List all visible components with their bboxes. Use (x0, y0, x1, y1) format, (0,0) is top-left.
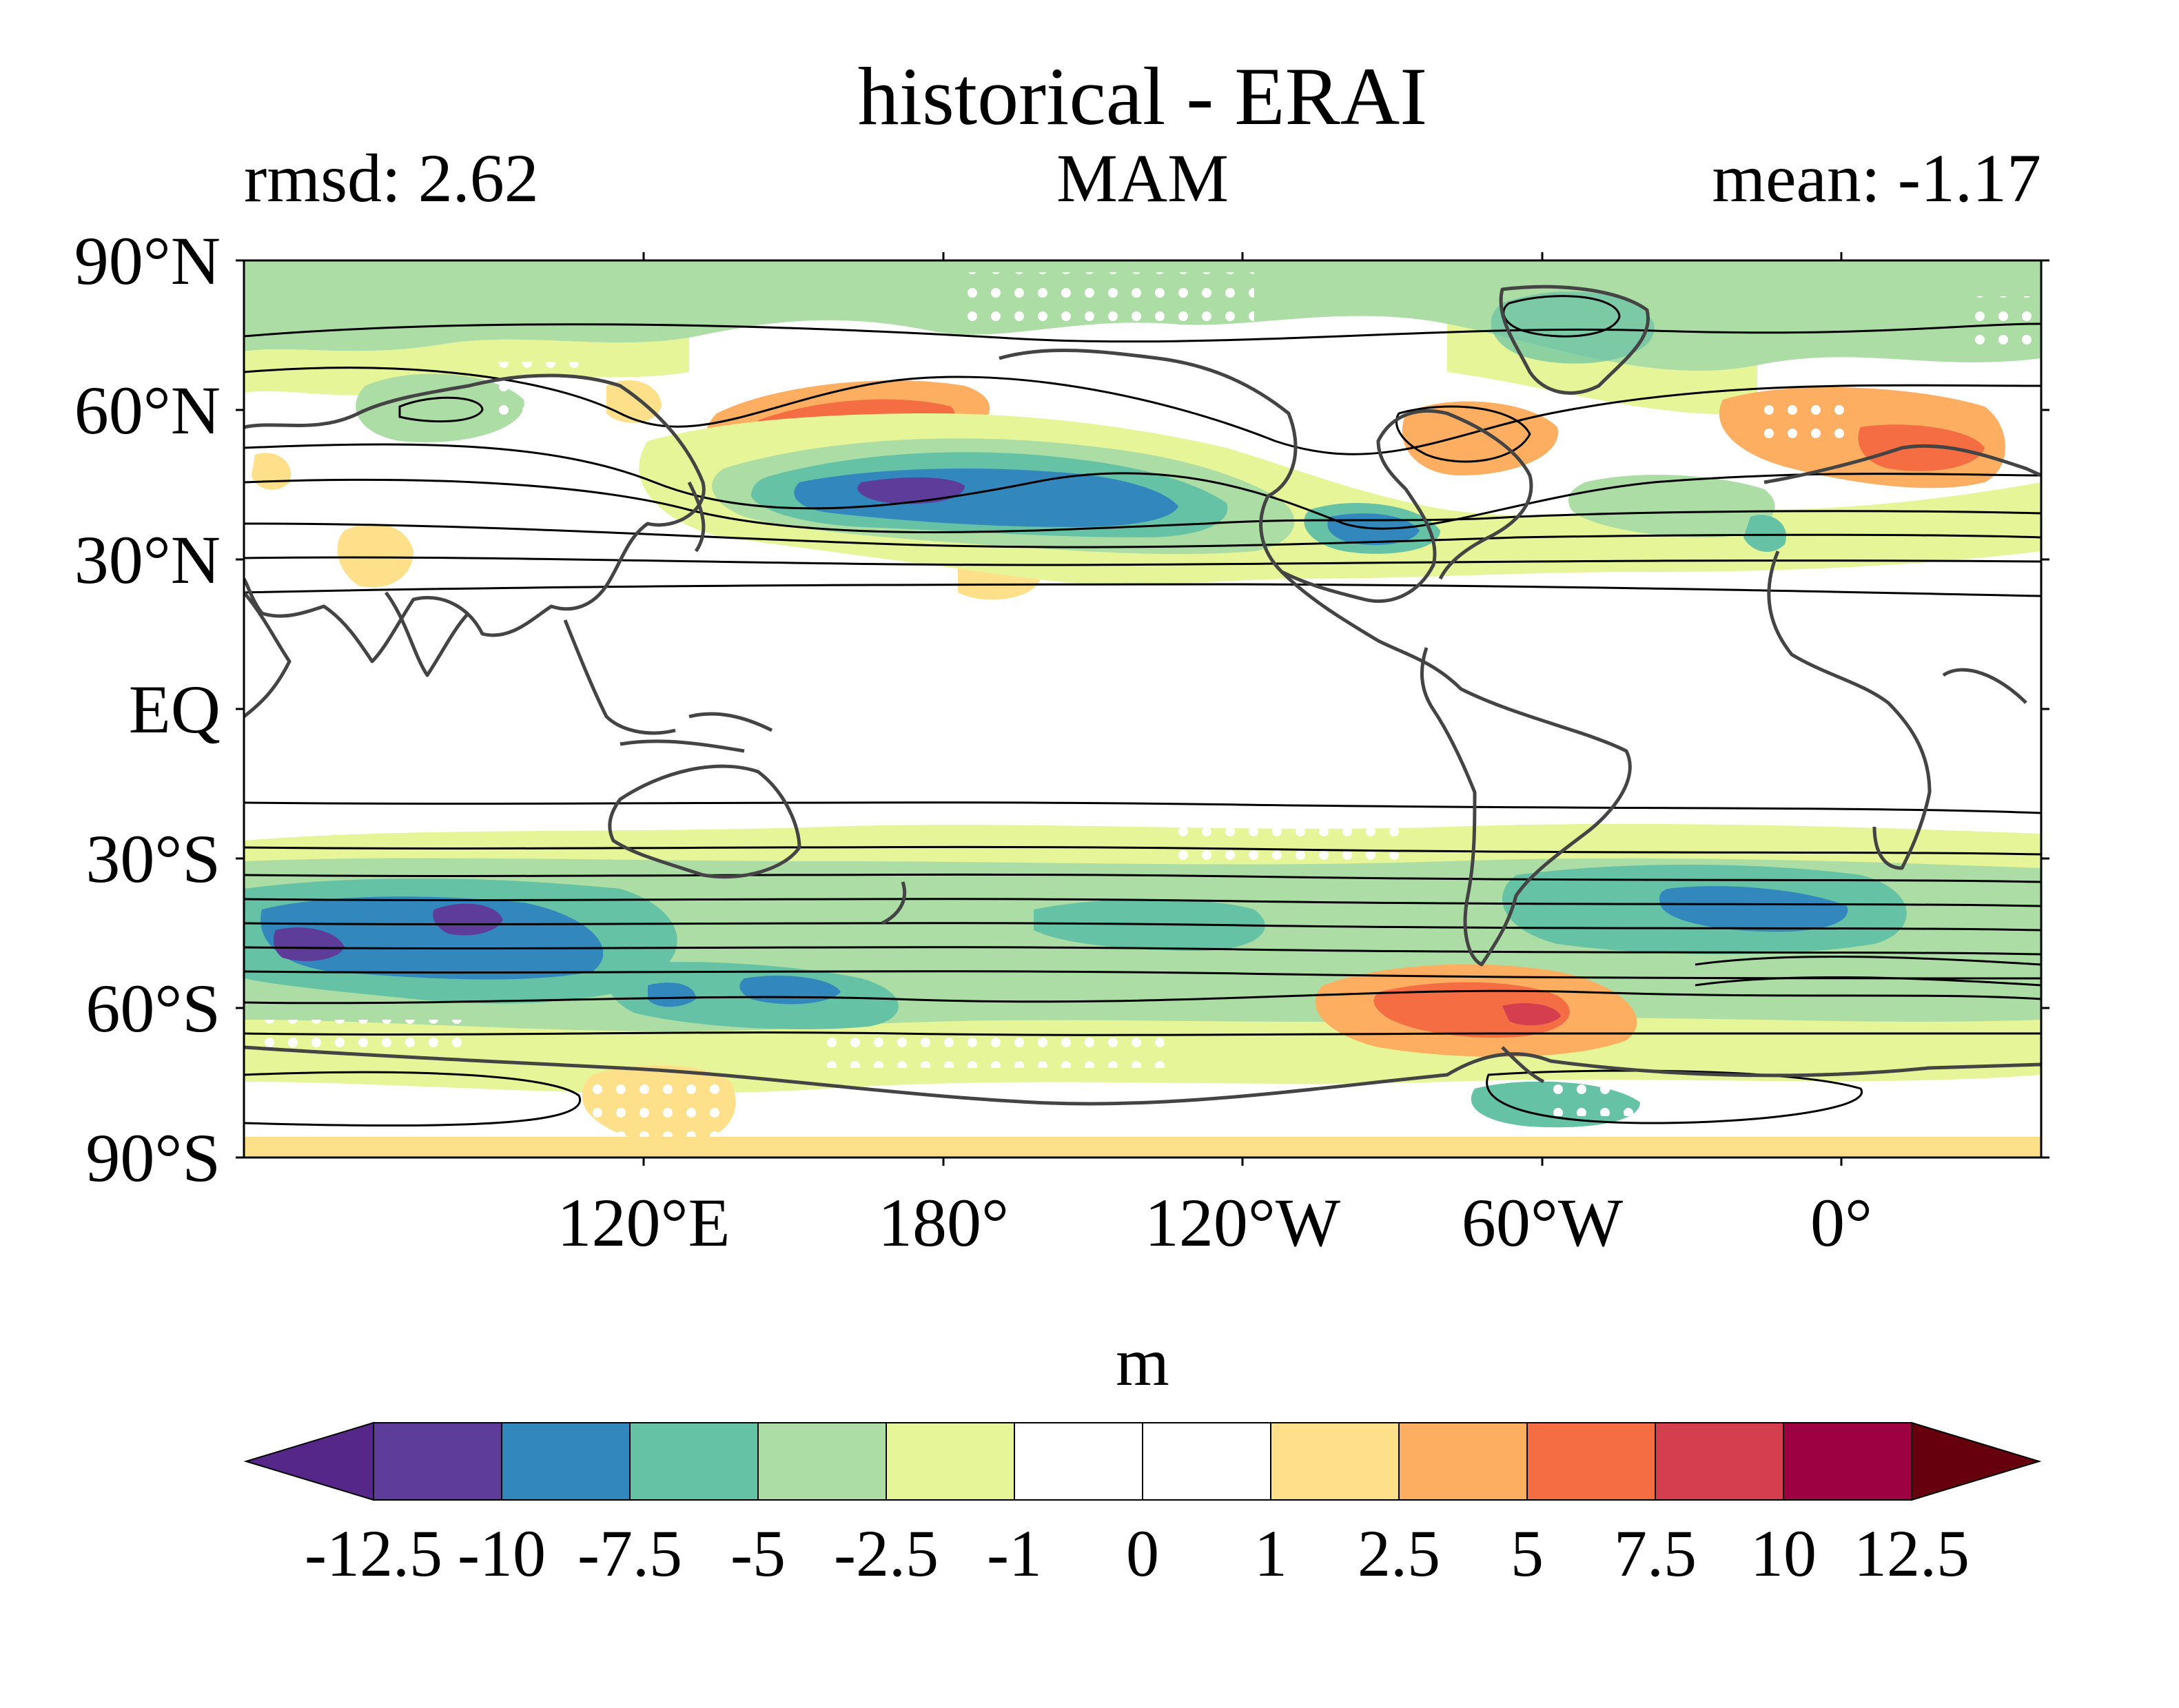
colorbar-extend-high (1911, 1421, 2042, 1501)
colorbar-bin (1270, 1422, 1400, 1501)
lon-label: 120°W (1145, 1184, 1341, 1261)
lon-label: 120°E (557, 1184, 730, 1261)
colorbar-tick-label: -7.5 (577, 1516, 682, 1590)
colorbar-bin (501, 1422, 631, 1501)
colorbar-bin (629, 1422, 759, 1501)
colorbar-tick-label: -2.5 (834, 1516, 939, 1590)
colorbar-bin (1398, 1422, 1528, 1501)
colorbar-bin (757, 1422, 887, 1501)
colorbar-tick-label: 12.5 (1854, 1516, 1970, 1590)
lon-label: 0° (1810, 1184, 1872, 1261)
lat-label: EQ (129, 671, 221, 748)
colorbar-tick-label: 10 (1750, 1516, 1817, 1590)
colorbar-tick-label: 7.5 (1614, 1516, 1697, 1590)
colorbar-tick-label: 0 (1126, 1516, 1159, 1590)
map-panel (244, 260, 2041, 1157)
latitude-labels: 90°N 60°N 30°N EQ 30°S 60°S 90°S (74, 223, 221, 1196)
stippling (262, 272, 2040, 1137)
colorbar-bin (1526, 1422, 1656, 1501)
sh-positive-anomalies (244, 964, 2041, 1157)
rmsd-label: rmsd: 2.62 (244, 140, 539, 216)
colorbar-tick-label: 1 (1254, 1516, 1287, 1590)
map-frame (236, 252, 2049, 1166)
longitude-labels: 120°E 180° 120°W 60°W 0° (557, 1184, 1872, 1261)
coastlines (244, 285, 2041, 1106)
season-label: MAM (1056, 140, 1229, 216)
colorbar-bin (886, 1422, 1015, 1501)
colorbar-tick-label: 5 (1511, 1516, 1544, 1590)
colorbar-bin (373, 1422, 502, 1501)
colorbar-bin (1783, 1422, 1912, 1501)
colorbar: -12.5 -10 -7.5 -5 -2.5 -1 0 1 2.5 5 7.5 10 12.5 (243, 1421, 2042, 1590)
lat-label: 30°N (74, 522, 221, 598)
contour-lines (244, 295, 2041, 1127)
lon-label: 60°W (1462, 1184, 1624, 1261)
lat-label: 90°N (74, 223, 221, 299)
colorbar-tick-label: -1 (987, 1516, 1042, 1590)
lat-label: 90°S (85, 1120, 221, 1196)
colorbar-bin (1142, 1422, 1271, 1501)
colorbar-tick-label: 2.5 (1358, 1516, 1440, 1590)
colorbar-bin (1655, 1422, 1784, 1501)
colorbar-tick-label: -12.5 (305, 1516, 442, 1590)
lat-label: 60°N (74, 372, 221, 449)
colorbar-extend-low (243, 1421, 374, 1501)
colorbar-tick-label: -10 (458, 1516, 546, 1590)
colorbar-unit: m (1116, 1324, 1169, 1400)
mean-label: mean: -1.17 (1712, 140, 2041, 216)
lat-label: 30°S (85, 821, 221, 897)
lat-label: 60°S (85, 970, 221, 1047)
lon-label: 180° (878, 1184, 1009, 1261)
plot-title: historical - ERAI (858, 50, 1427, 142)
colorbar-tick-label: -5 (730, 1516, 786, 1590)
colorbar-bin (1014, 1422, 1143, 1501)
